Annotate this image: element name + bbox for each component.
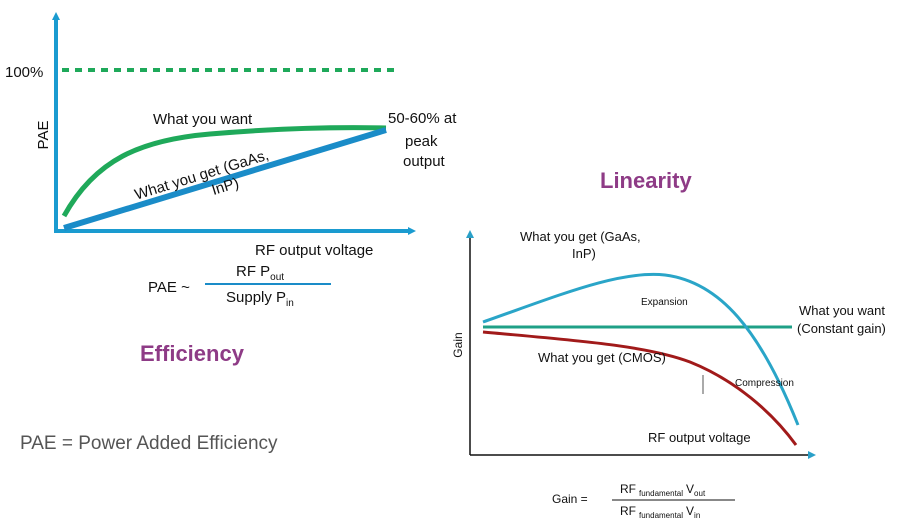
peak-note: peak xyxy=(405,133,438,150)
gaas-curve xyxy=(482,272,800,426)
gaas-label: What you get (GaAs, xyxy=(520,229,641,244)
formula-denominator: Supply Pin xyxy=(226,289,294,309)
linearity-panel: Linearity Gain What you get (GaAs, InP) … xyxy=(451,168,886,520)
denominator-text: V xyxy=(686,504,694,518)
efficiency-panel: 100% PAE What you want 50-60% at peak ou… xyxy=(5,12,457,454)
definition: PAE = Power Added Efficiency xyxy=(20,433,278,454)
get-label-line: What you get (GaAs, xyxy=(133,147,271,204)
numerator-text: V xyxy=(686,482,694,496)
expansion-label: Expansion xyxy=(641,297,688,308)
numerator-sub: out xyxy=(270,272,284,283)
x-axis-label: RF output voltage xyxy=(255,242,373,259)
formula-numerator: RF Pout xyxy=(236,263,284,283)
denominator-text: Supply P xyxy=(226,289,286,306)
get-curve xyxy=(63,127,387,231)
formula-numerator: RF fundamental Vout xyxy=(620,482,706,498)
denominator-text: RF xyxy=(620,504,636,518)
compression-label: Compression xyxy=(735,378,794,389)
denominator-sub: in xyxy=(694,511,700,520)
want-curve xyxy=(61,125,387,218)
cmos-label: What you get (CMOS) xyxy=(538,350,666,365)
peak-note: output xyxy=(403,153,446,170)
peak-note: 50-60% at xyxy=(388,110,457,127)
numerator-sub: fundamental xyxy=(639,489,683,498)
numerator-text: RF P xyxy=(236,263,270,280)
numerator-sub: out xyxy=(694,489,706,498)
panel-title: Efficiency xyxy=(140,341,245,366)
want-label: What you want xyxy=(153,111,253,128)
numerator-text: RF xyxy=(620,482,636,496)
want-label: (Constant gain) xyxy=(797,321,886,336)
panel-title: Linearity xyxy=(600,168,692,193)
denominator-sub: fundamental xyxy=(639,511,683,520)
reference-label: 100% xyxy=(5,64,43,81)
want-label: What you want xyxy=(799,303,885,318)
formula-denominator: RF fundamental Vin xyxy=(620,504,700,520)
denominator-sub: in xyxy=(286,298,294,309)
formula-lhs: PAE ~ xyxy=(148,279,190,296)
formula-lhs: Gain = xyxy=(552,492,588,506)
gaas-label: InP) xyxy=(572,246,596,261)
y-axis-label: PAE xyxy=(35,121,52,150)
cmos-curve xyxy=(482,330,798,446)
y-axis-label: Gain xyxy=(451,332,465,357)
x-axis-label: RF output voltage xyxy=(648,430,751,445)
